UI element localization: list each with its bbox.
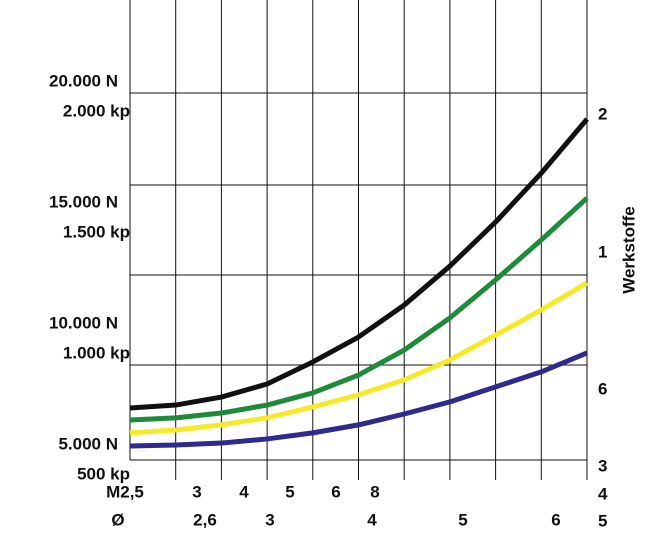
thread-label: 4 bbox=[239, 482, 249, 501]
y-tick-label: 1.500 kp bbox=[63, 222, 130, 241]
diameter-label: 5 bbox=[458, 510, 467, 529]
thread-label: M2,5 bbox=[106, 482, 144, 501]
series-line bbox=[129, 117, 589, 411]
series-line bbox=[129, 196, 589, 423]
right-label: 4 bbox=[598, 484, 608, 503]
thread-label: 8 bbox=[370, 482, 379, 501]
axis-label: Werkstoffe bbox=[619, 206, 638, 294]
thread-label: 6 bbox=[331, 482, 340, 501]
y-tick-label: 5.000 N bbox=[58, 434, 118, 453]
diameter-label: Ø bbox=[111, 510, 124, 529]
diameter-label: 2,6 bbox=[193, 510, 217, 529]
diameter-label: 6 bbox=[551, 510, 560, 529]
y-tick-label: 10.000 N bbox=[49, 313, 118, 332]
right-label: 1 bbox=[598, 242, 607, 261]
y-tick-label: 15.000 N bbox=[49, 192, 118, 211]
thread-label: 3 bbox=[192, 482, 201, 501]
diameter-label: 3 bbox=[265, 510, 274, 529]
y-tick-label: 1.000 kp bbox=[63, 343, 130, 362]
series-line bbox=[129, 280, 589, 436]
right-label: 3 bbox=[598, 456, 607, 475]
thread-label: 5 bbox=[285, 482, 294, 501]
y-tick-label: 500 kp bbox=[77, 464, 130, 483]
y-tick-label: 2.000 kp bbox=[63, 101, 130, 120]
series-line bbox=[129, 350, 588, 449]
diameter-label: 4 bbox=[367, 510, 377, 529]
y-tick-label: 20.000 N bbox=[49, 71, 118, 90]
right-label: 2 bbox=[598, 104, 607, 123]
right-label: 6 bbox=[598, 379, 607, 398]
right-label: 5 bbox=[598, 511, 607, 530]
